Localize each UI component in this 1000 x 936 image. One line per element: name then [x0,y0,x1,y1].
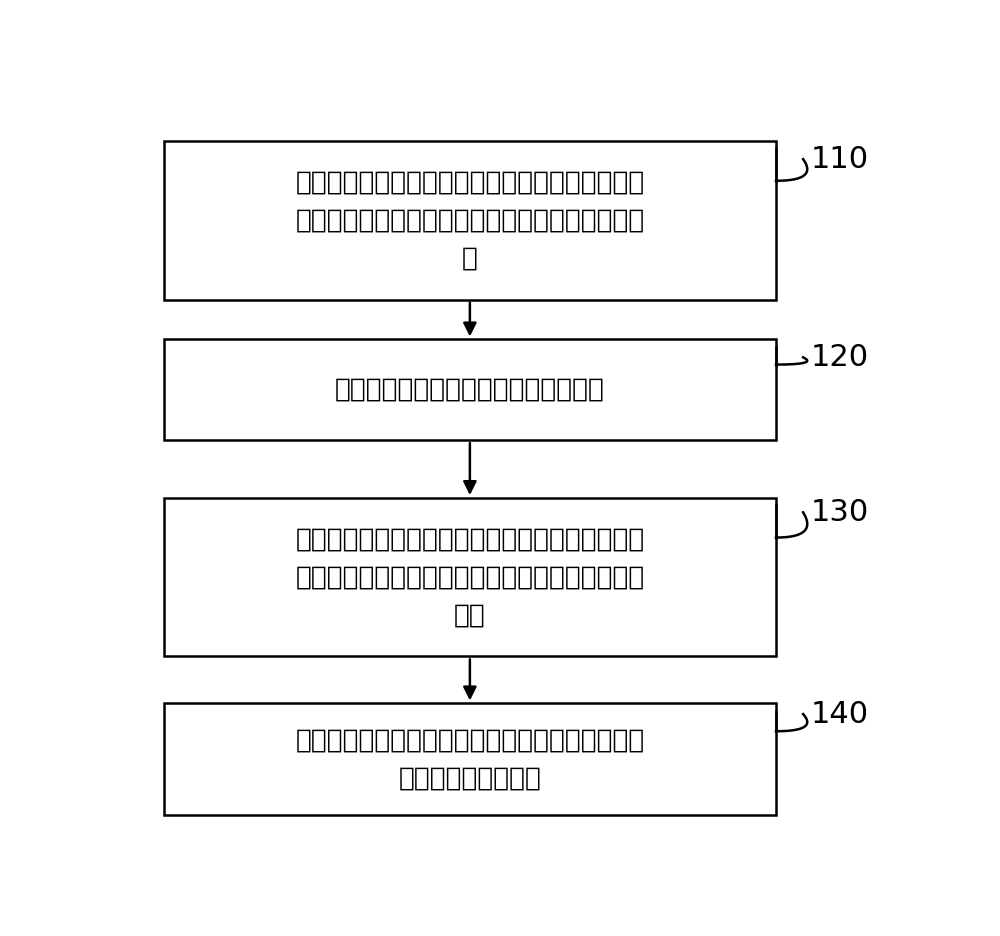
Text: 140: 140 [811,699,869,728]
Text: 130: 130 [811,498,869,527]
Text: 120: 120 [811,343,869,372]
FancyBboxPatch shape [164,703,776,815]
FancyBboxPatch shape [164,340,776,440]
Text: 若是，则调整摆动足端的运动规划轨迹: 若是，则调整摆动足端的运动规划轨迹 [335,377,605,402]
FancyBboxPatch shape [164,141,776,300]
Text: 根据多足机器人的摆动足端的着地情况和机身姿态
的变化情况，判断多足机器人是否进入地形过渡阶
段: 根据多足机器人的摆动足端的着地情况和机身姿态 的变化情况，判断多足机器人是否进入… [295,169,644,271]
Text: 110: 110 [811,145,869,174]
Text: 若是，则将多足机器人的多足端相对于机身平面的
高度调整至同一高度: 若是，则将多足机器人的多足端相对于机身平面的 高度调整至同一高度 [295,727,644,791]
Text: 根据多足机器人的机身质心的前移距离是否大于机
身长度，判断多足机器人是否已完全离开地形过渡
阶段: 根据多足机器人的机身质心的前移距离是否大于机 身长度，判断多足机器人是否已完全离… [295,526,644,628]
FancyBboxPatch shape [164,498,776,656]
